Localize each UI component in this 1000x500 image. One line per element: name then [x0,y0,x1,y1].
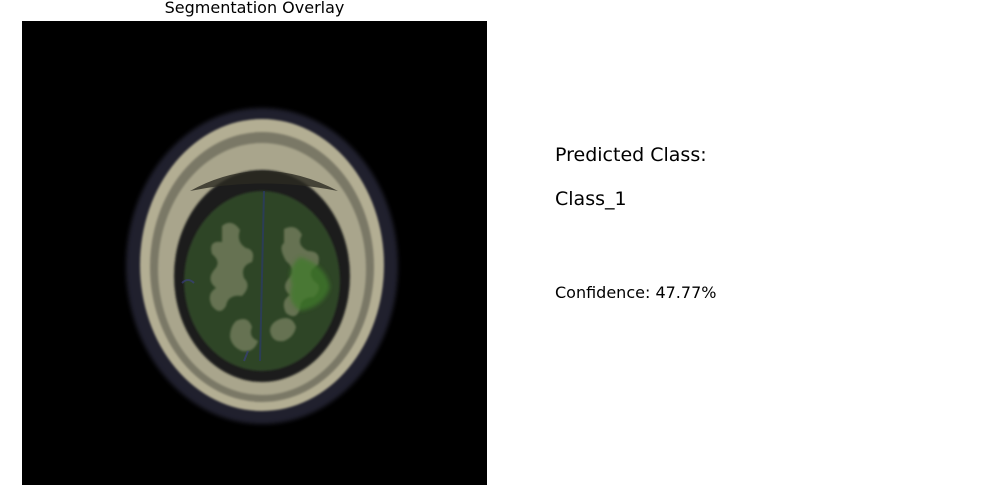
segmentation-overlay-image [22,21,487,485]
predicted-class-heading: Predicted Class: [555,144,707,166]
confidence-text: Confidence: 47.77% [555,283,717,302]
overlay-title: Segmentation Overlay [164,0,345,17]
brain-scan-icon [126,108,398,424]
predicted-class-value: Class_1 [555,188,627,210]
